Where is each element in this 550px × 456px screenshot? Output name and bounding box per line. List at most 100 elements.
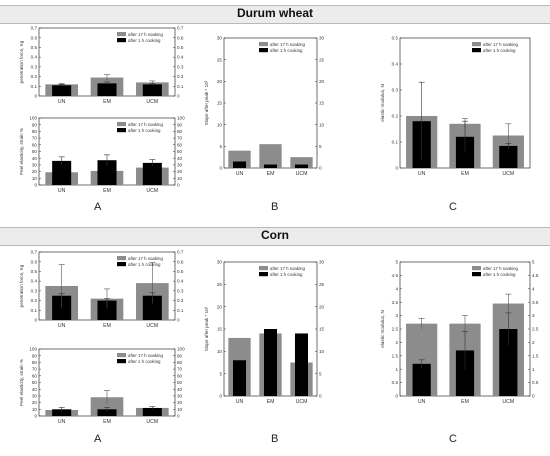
bar-cooking (97, 83, 117, 96)
y-right-tick-label: 20 (177, 169, 183, 174)
bar-cooking (294, 333, 309, 396)
bar-cooking (499, 329, 518, 396)
y-tick-label: 0 (34, 414, 37, 419)
legend-swatch (472, 42, 481, 47)
legend-swatch (259, 42, 268, 47)
y-tick-label: 0.3 (392, 88, 399, 93)
y-right-tick-label: 60 (177, 373, 183, 378)
y-tick-label: 90 (32, 353, 38, 358)
y-right-tick-label: 90 (177, 122, 183, 127)
legend-swatch (117, 256, 126, 261)
y-right-tick-label: 0.6 (177, 259, 184, 264)
legend-label: after 17 h soaking (128, 32, 163, 37)
panel-label-durum-b: B (271, 201, 279, 213)
chart-durum-slope: 0 0 5 5 10 10 15 15 20 20 25 25 30 30 Slope after peak… (204, 36, 325, 177)
y-right-tick-label: 0.5 (177, 269, 184, 274)
legend-swatch (117, 122, 126, 127)
y-right-tick-label: 50 (177, 149, 183, 154)
y-tick-label: 70 (32, 136, 38, 141)
y-tick-label: 30 (32, 394, 38, 399)
y-right-tick-label: 60 (177, 142, 183, 147)
y-tick-label: 0.2 (31, 298, 38, 303)
y-right-tick-label: 80 (177, 129, 183, 134)
x-tick-label: UN (58, 188, 66, 194)
y-tick-label: 20 (32, 169, 38, 174)
x-tick-label: EM (103, 99, 111, 105)
legend-swatch (259, 272, 268, 277)
y-tick-label: 20 (32, 400, 38, 405)
section-header-corn (0, 227, 550, 246)
y-right-tick-label: 20 (319, 304, 325, 309)
bar-cooking (52, 409, 72, 416)
bar-cooking (97, 300, 117, 320)
y-tick-label: 0.4 (392, 62, 399, 67)
x-tick-label: EM (103, 419, 111, 425)
chart-durum-penetration: 0 0 0.1 0.1 0.2 0.2 0.3 0.3 0.4 0.4 0.5 0.5 0.6 0.6 0.… (19, 26, 184, 105)
legend-label: after 1 h cooking (483, 272, 516, 277)
y-right-tick-label: 0 (177, 94, 180, 99)
y-tick-label: 0.5 (392, 380, 399, 385)
y-right-tick-label: 10 (177, 176, 183, 181)
y-tick-label: 0.7 (31, 250, 38, 255)
legend-swatch (117, 353, 126, 358)
x-tick-label: EM (267, 399, 275, 405)
y-right-tick-label: 10 (319, 349, 325, 354)
y-right-tick-label: 0 (177, 183, 180, 188)
legend-swatch (117, 38, 126, 43)
y-axis-label: Slope after peak * 10³ (204, 306, 209, 351)
y-right-tick-label: 25 (319, 57, 325, 62)
y-right-tick-label: 30 (319, 36, 325, 41)
legend-label: after 1 h cooking (483, 48, 516, 53)
y-right-tick-label: 20 (319, 79, 325, 84)
y-right-tick-label: 0.1 (177, 84, 184, 89)
panel-label-durum-c: C (449, 201, 457, 213)
bar-cooking (232, 360, 247, 396)
y-right-tick-label: 0 (177, 414, 180, 419)
y-tick-label: 5 (219, 144, 222, 149)
y-tick-label: 4 (395, 286, 398, 291)
legend-label: after 17 h soaking (483, 266, 518, 271)
legend-swatch (117, 32, 126, 37)
bar-cooking (455, 350, 475, 396)
y-tick-label: 0.5 (31, 269, 38, 274)
y-right-tick-label: 15 (319, 101, 325, 106)
y-right-tick-label: 10 (319, 122, 325, 127)
y-axis-label: penetration force, Kg (19, 264, 24, 307)
bar-cooking (412, 363, 431, 396)
legend-swatch (259, 48, 268, 53)
y-right-tick-label: 0 (319, 394, 322, 399)
bar-cooking (142, 295, 162, 320)
bar-cooking (294, 164, 309, 168)
panel-label-corn-b: B (271, 433, 279, 445)
y-right-tick-label: 0.4 (177, 279, 184, 284)
x-tick-label: UCM (502, 399, 514, 405)
y-right-tick-label: 4.5 (532, 273, 539, 278)
y-tick-label: 100 (29, 116, 37, 121)
y-tick-label: 0 (219, 394, 222, 399)
x-tick-label: UCM (146, 323, 158, 329)
y-right-tick-label: 0 (319, 166, 322, 171)
bar-cooking (97, 409, 117, 416)
legend-label: after 17 h soaking (128, 122, 163, 127)
x-tick-label: EM (267, 171, 275, 177)
y-tick-label: 10 (32, 407, 38, 412)
y-right-tick-label: 0.4 (177, 55, 184, 60)
section-title-durum: Durum wheat (236, 6, 313, 20)
y-right-tick-label: 4 (532, 286, 535, 291)
y-tick-label: 60 (32, 142, 38, 147)
y-right-tick-label: 0.1 (177, 308, 184, 313)
x-tick-label: UN (236, 171, 244, 177)
y-right-tick-label: 0.7 (177, 26, 184, 31)
bar-soaking (259, 144, 282, 168)
y-tick-label: 15 (217, 327, 223, 332)
y-axis-label: Peel elasticity, strain % (19, 128, 24, 175)
x-tick-label: UN (58, 99, 66, 105)
y-right-tick-label: 3 (532, 313, 535, 318)
y-right-tick-label: 10 (177, 407, 183, 412)
y-tick-label: 100 (29, 347, 37, 352)
legend-label: after 17 h soaking (270, 266, 305, 271)
legend-label: after 1 h cooking (128, 359, 161, 364)
legend-label: after 17 h soaking (483, 42, 518, 47)
y-axis-label: elastic modulus, N (380, 310, 385, 348)
bar-cooking (263, 164, 278, 168)
